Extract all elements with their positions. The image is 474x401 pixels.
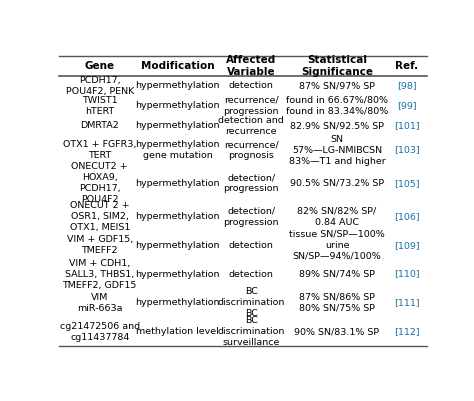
Text: hypermethylation: hypermethylation (135, 121, 220, 130)
Text: hypermethylation: hypermethylation (135, 179, 220, 188)
Text: hypermethylation
gene mutation: hypermethylation gene mutation (135, 140, 220, 160)
Text: [109]: [109] (394, 241, 419, 250)
Text: tissue SN/SP—100%
urine
SN/SP—94%/100%: tissue SN/SP—100% urine SN/SP—94%/100% (289, 230, 385, 261)
Text: hypermethylation: hypermethylation (135, 241, 220, 250)
Text: VIM + CDH1,
SALL3, THBS1,
TMEFF2, GDF15: VIM + CDH1, SALL3, THBS1, TMEFF2, GDF15 (63, 259, 137, 290)
Text: cg21472506 and
cg11437784: cg21472506 and cg11437784 (60, 322, 140, 342)
Text: BC
discrimination
surveillance: BC discrimination surveillance (218, 316, 285, 347)
Text: BC
discrimination
BC: BC discrimination BC (218, 287, 285, 318)
Text: detection/
progression: detection/ progression (223, 207, 279, 227)
Text: 87% SN/86% SP
80% SN/75% SP: 87% SN/86% SP 80% SN/75% SP (299, 293, 375, 313)
Text: [101]: [101] (394, 121, 419, 130)
Text: [98]: [98] (397, 81, 416, 90)
Text: methylation level: methylation level (136, 327, 219, 336)
Text: [106]: [106] (394, 212, 419, 221)
Text: hypermethylation: hypermethylation (135, 298, 220, 308)
Text: 87% SN/97% SP: 87% SN/97% SP (299, 81, 375, 90)
Text: detection: detection (228, 81, 273, 90)
Text: 90.5% SN/73.2% SP: 90.5% SN/73.2% SP (290, 179, 384, 188)
Text: hypermethylation: hypermethylation (135, 269, 220, 279)
Text: [105]: [105] (394, 179, 419, 188)
Text: TWIST1
hTERT: TWIST1 hTERT (82, 96, 118, 116)
Text: detection/
progression: detection/ progression (223, 173, 279, 193)
Text: hypermethylation: hypermethylation (135, 81, 220, 90)
Text: [110]: [110] (394, 269, 419, 279)
Text: Statistical
Significance: Statistical Significance (301, 55, 373, 77)
Text: ONECUT2 +
HOXA9,
PCDH17,
POU4F2: ONECUT2 + HOXA9, PCDH17, POU4F2 (72, 162, 128, 205)
Text: 82.9% SN/92.5% SP: 82.9% SN/92.5% SP (290, 121, 384, 130)
Text: ONECUT 2 +
OSR1, SIM2,
OTX1, MEIS1: ONECUT 2 + OSR1, SIM2, OTX1, MEIS1 (70, 201, 130, 232)
Text: 89% SN/74% SP: 89% SN/74% SP (299, 269, 375, 279)
Text: PCDH17,
POU4F2, PENK: PCDH17, POU4F2, PENK (65, 76, 134, 96)
Text: found in 66.67%/80%
found in 83.34%/80%: found in 66.67%/80% found in 83.34%/80% (286, 96, 388, 116)
Text: [99]: [99] (397, 101, 416, 110)
Text: VIM + GDF15,
TMEFF2: VIM + GDF15, TMEFF2 (67, 235, 133, 255)
Text: detection and
recurrence: detection and recurrence (218, 116, 284, 136)
Text: [112]: [112] (394, 327, 419, 336)
Text: Gene: Gene (85, 61, 115, 71)
Text: VIM
miR-663a: VIM miR-663a (77, 293, 122, 313)
Text: hypermethylation: hypermethylation (135, 212, 220, 221)
Text: OTX1 + FGFR3,
TERT: OTX1 + FGFR3, TERT (63, 140, 137, 160)
Text: hypermethylation: hypermethylation (135, 101, 220, 110)
Text: Modification: Modification (141, 61, 214, 71)
Text: recurrence/
prognosis: recurrence/ prognosis (224, 140, 279, 160)
Text: DMRTA2: DMRTA2 (81, 121, 119, 130)
Text: Affected
Variable: Affected Variable (226, 55, 276, 77)
Text: [111]: [111] (394, 298, 419, 308)
Text: Ref.: Ref. (395, 61, 418, 71)
Text: recurrence/
progression: recurrence/ progression (223, 96, 279, 116)
Text: detection: detection (228, 241, 273, 250)
Text: 82% SN/82% SP/
0.84 AUC: 82% SN/82% SP/ 0.84 AUC (297, 207, 377, 227)
Text: SN
57%—LG-NMIBCSN
83%—T1 and higher: SN 57%—LG-NMIBCSN 83%—T1 and higher (289, 134, 385, 166)
Text: detection: detection (228, 269, 273, 279)
Text: 90% SN/83.1% SP: 90% SN/83.1% SP (294, 327, 380, 336)
Text: [103]: [103] (394, 146, 419, 155)
